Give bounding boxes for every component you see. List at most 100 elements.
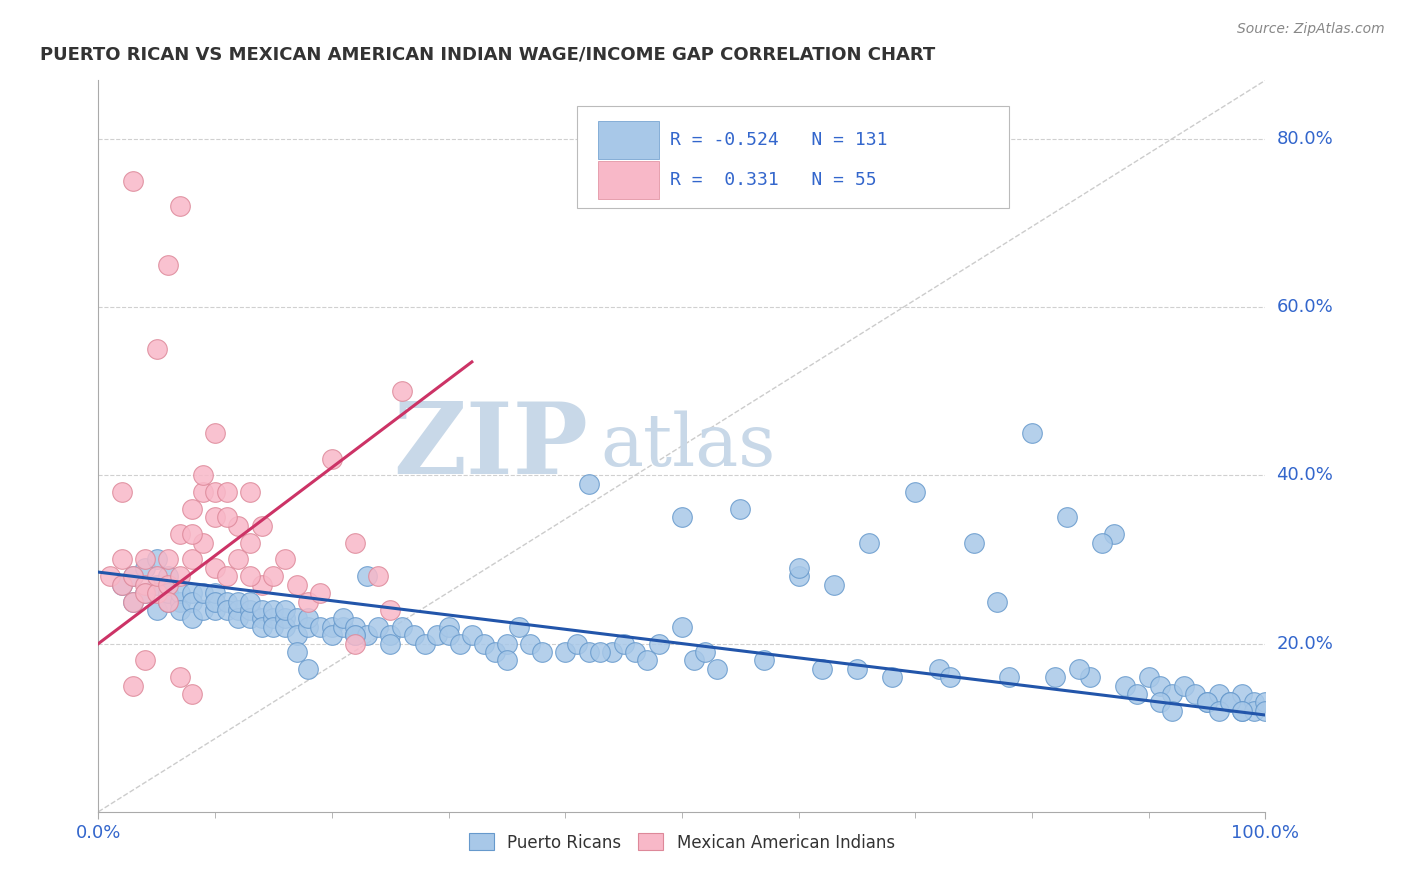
Point: [122, 594, 145, 608]
Point: [1219, 695, 1241, 709]
Point: [262, 569, 284, 583]
Point: [285, 645, 308, 659]
Point: [332, 620, 354, 634]
Point: [274, 620, 297, 634]
Point: [449, 636, 471, 650]
Point: [169, 199, 191, 213]
Point: [880, 670, 903, 684]
Point: [134, 586, 156, 600]
Point: [169, 569, 191, 583]
Point: [1195, 695, 1218, 709]
Legend: Puerto Ricans, Mexican American Indians: Puerto Ricans, Mexican American Indians: [463, 827, 901, 858]
Point: [636, 653, 658, 667]
Point: [1149, 679, 1171, 693]
Text: 40.0%: 40.0%: [1277, 467, 1333, 484]
Point: [496, 653, 519, 667]
Point: [332, 611, 354, 625]
Point: [98, 569, 121, 583]
Point: [215, 485, 238, 500]
Text: 80.0%: 80.0%: [1277, 130, 1333, 148]
Point: [321, 451, 343, 466]
Point: [134, 561, 156, 575]
Point: [858, 535, 880, 549]
Point: [180, 594, 202, 608]
Point: [426, 628, 449, 642]
FancyBboxPatch shape: [598, 161, 658, 199]
Point: [146, 578, 169, 592]
Point: [204, 510, 226, 524]
Point: [204, 485, 226, 500]
Point: [391, 384, 413, 399]
Point: [1067, 662, 1090, 676]
Point: [1195, 695, 1218, 709]
Point: [204, 586, 226, 600]
Point: [344, 620, 367, 634]
Point: [1126, 687, 1149, 701]
Point: [204, 603, 226, 617]
Point: [146, 603, 169, 617]
Point: [180, 527, 202, 541]
Point: [239, 485, 262, 500]
Point: [239, 603, 262, 617]
Point: [309, 586, 332, 600]
Point: [508, 620, 530, 634]
Text: ZIP: ZIP: [394, 398, 589, 494]
Point: [1243, 695, 1265, 709]
Text: R = -0.524   N = 131: R = -0.524 N = 131: [671, 130, 887, 149]
Point: [122, 594, 145, 608]
Point: [180, 611, 202, 625]
Point: [647, 636, 669, 650]
Point: [904, 485, 927, 500]
Point: [122, 174, 145, 188]
Point: [962, 535, 984, 549]
Point: [554, 645, 576, 659]
Point: [169, 594, 191, 608]
Point: [367, 569, 389, 583]
Point: [134, 586, 156, 600]
Point: [578, 476, 600, 491]
Point: [787, 569, 810, 583]
Point: [356, 628, 378, 642]
Point: [1021, 426, 1043, 441]
Point: [380, 628, 402, 642]
Point: [367, 620, 389, 634]
Point: [1219, 695, 1241, 709]
Point: [706, 662, 728, 676]
Point: [1161, 704, 1184, 718]
Point: [228, 594, 250, 608]
Point: [297, 611, 319, 625]
Point: [380, 603, 402, 617]
Point: [391, 620, 413, 634]
Point: [134, 578, 156, 592]
Point: [1045, 670, 1067, 684]
Point: [1149, 695, 1171, 709]
Point: [356, 569, 378, 583]
Point: [613, 636, 636, 650]
Point: [215, 510, 238, 524]
FancyBboxPatch shape: [576, 106, 1008, 209]
Point: [380, 636, 402, 650]
Point: [146, 586, 169, 600]
Point: [239, 569, 262, 583]
Point: [413, 636, 436, 650]
Point: [846, 662, 869, 676]
Point: [1091, 535, 1114, 549]
Text: R =  0.331   N = 55: R = 0.331 N = 55: [671, 170, 877, 189]
Point: [344, 628, 367, 642]
Point: [682, 653, 704, 667]
Point: [285, 628, 308, 642]
Point: [250, 578, 273, 592]
Point: [274, 603, 297, 617]
Point: [215, 594, 238, 608]
Point: [239, 611, 262, 625]
Point: [157, 578, 180, 592]
Point: [228, 603, 250, 617]
Point: [111, 485, 134, 500]
Point: [239, 594, 262, 608]
Point: [321, 628, 343, 642]
Point: [262, 603, 284, 617]
Point: [671, 510, 693, 524]
Point: [193, 535, 215, 549]
Point: [274, 552, 297, 566]
Point: [823, 578, 845, 592]
